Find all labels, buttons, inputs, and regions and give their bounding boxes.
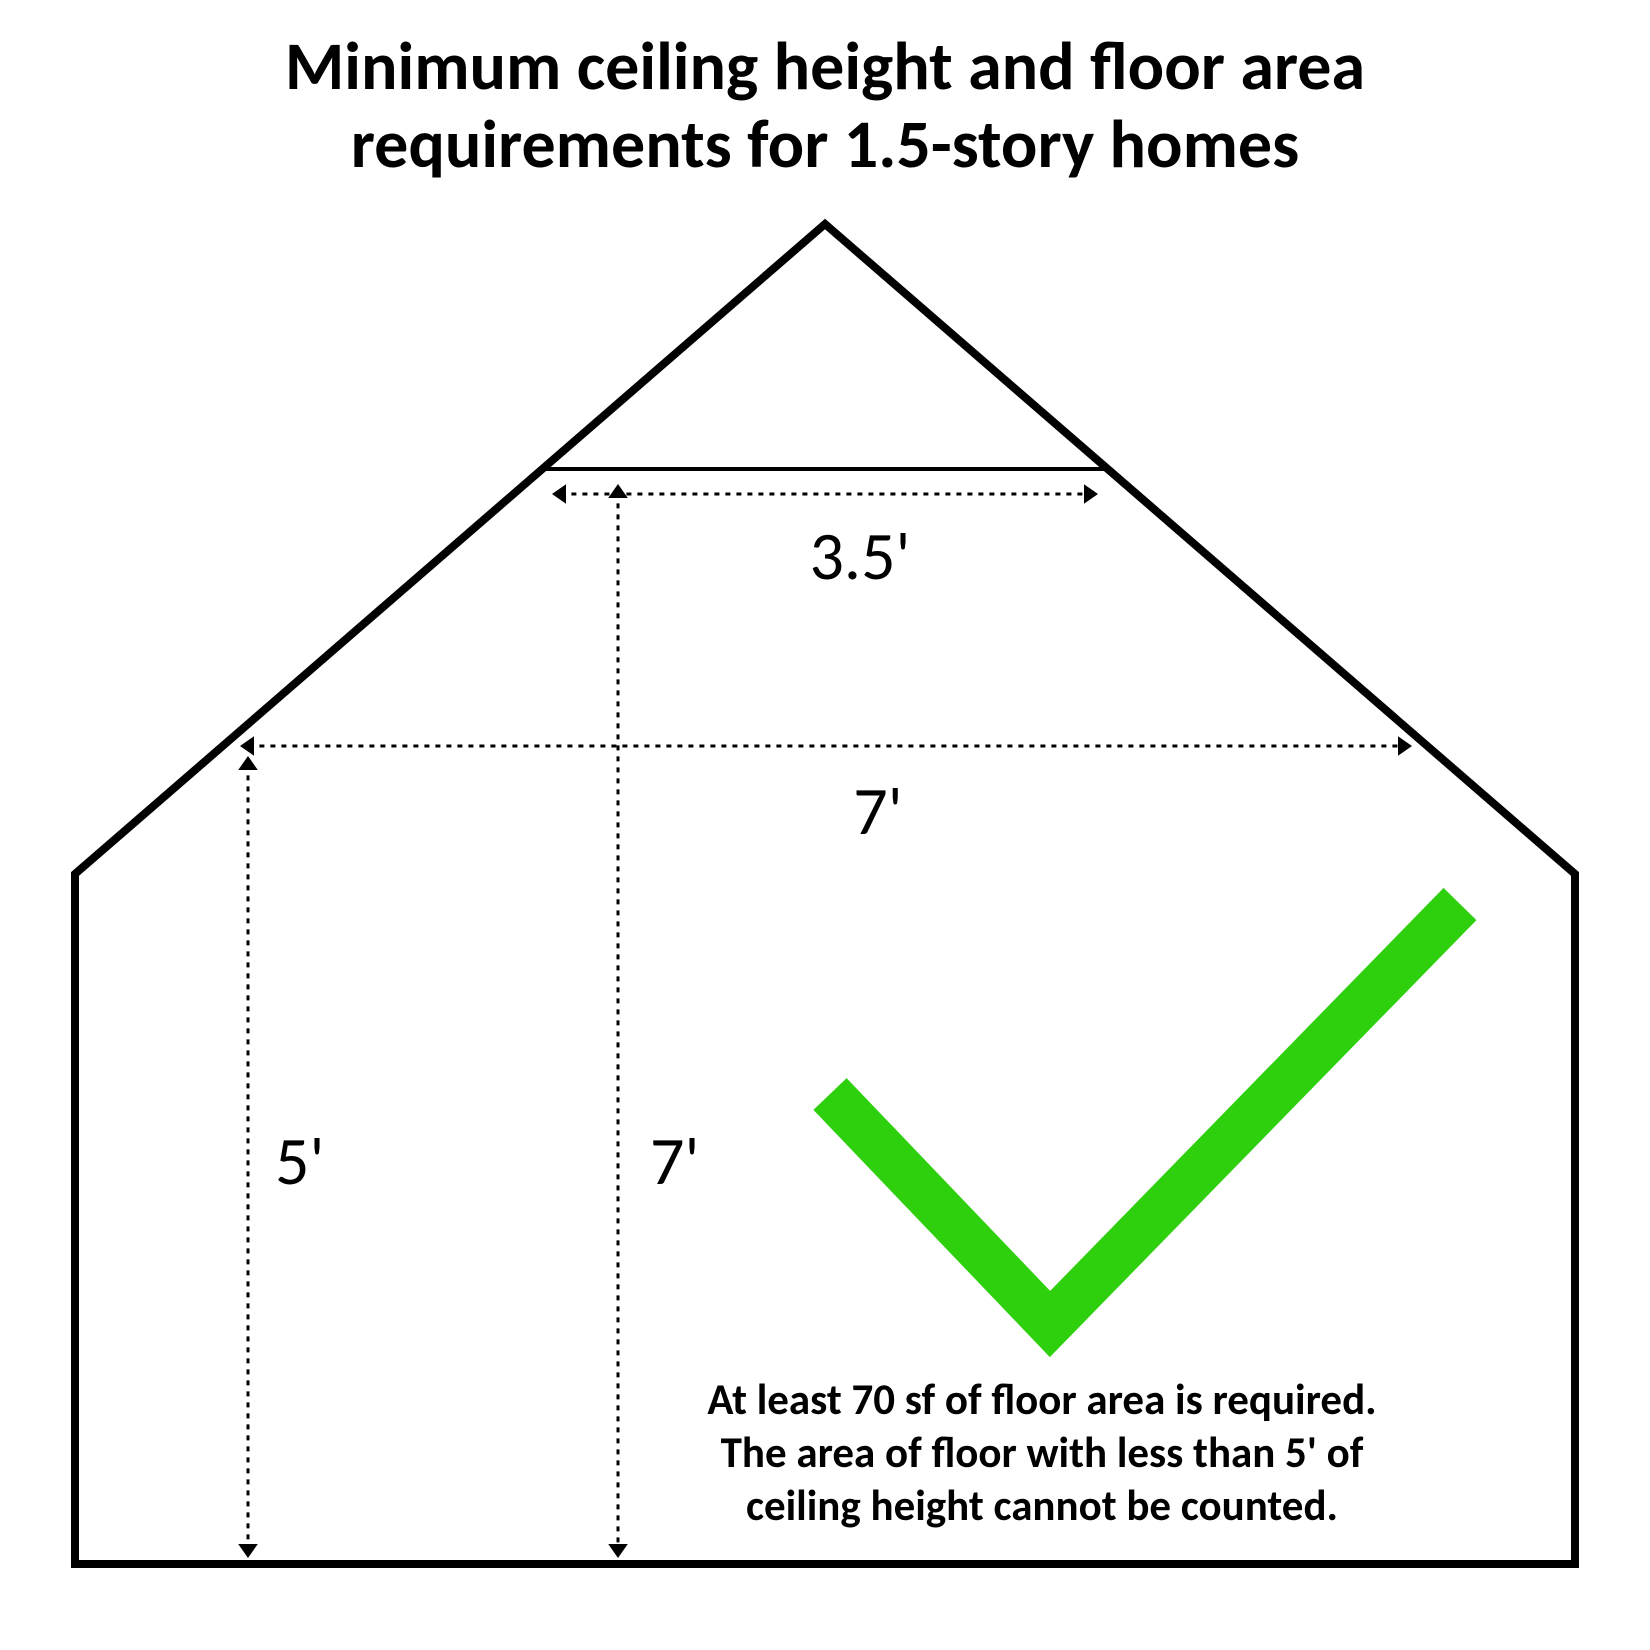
checkmark-icon: [830, 904, 1460, 1324]
dim-middle-width-label: 7': [853, 770, 902, 853]
house-outline: [75, 224, 1575, 1564]
arrowhead-icon: [238, 1544, 258, 1558]
dim-top-width-label: 3.5': [809, 515, 910, 598]
page-title: Minimum ceiling height and floor area re…: [0, 0, 1650, 184]
arrowhead-icon: [608, 1544, 628, 1558]
note-line2: The area of floor with less than 5' of: [721, 1426, 1364, 1479]
arrowhead-icon: [240, 737, 254, 757]
note-line1: At least 70 sf of floor area is required…: [707, 1373, 1376, 1426]
title-line1: Minimum ceiling height and floor area: [285, 25, 1365, 108]
arrowhead-icon: [552, 485, 566, 505]
arrowhead-icon: [238, 756, 258, 770]
arrowhead-icon: [608, 484, 628, 498]
note-line3: ceiling height cannot be counted.: [746, 1479, 1338, 1532]
arrowhead-icon: [1084, 485, 1098, 505]
dim-center-height-label: 7': [650, 1120, 699, 1203]
title-line2: requirements for 1.5-story homes: [351, 103, 1300, 186]
house-diagram: 3.5' 7' 5' 7' At least 70 sf of floor area i…: [0, 184, 1650, 1604]
arrowhead-icon: [1398, 737, 1412, 757]
dim-left-height-label: 5': [275, 1120, 324, 1203]
